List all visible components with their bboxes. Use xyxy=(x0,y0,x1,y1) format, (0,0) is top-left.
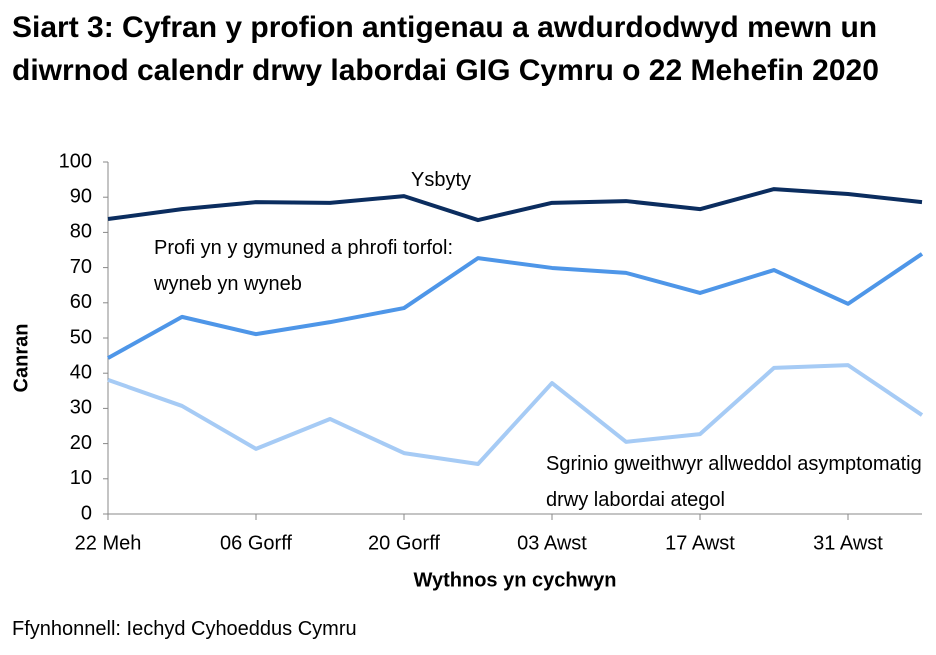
x-tick-label: 17 Awst xyxy=(665,532,735,554)
x-tick-label: 31 Awst xyxy=(813,532,883,554)
y-tick-label: 40 xyxy=(70,361,92,383)
series-line xyxy=(107,363,924,467)
source: Ffynhonnell: Iechyd Cyhoeddus Cymru xyxy=(12,618,357,640)
series-label: Sgrinio gweithwyr allweddol asymptomatig… xyxy=(546,453,922,511)
series-label: Ysbyty xyxy=(411,169,472,191)
y-tick-label: 80 xyxy=(70,221,92,243)
x-tick-label: 03 Awst xyxy=(517,532,587,554)
chart-title: Siart 3: Cyfran y profion antigenau a aw… xyxy=(12,11,879,87)
y-tick-label: 10 xyxy=(70,467,92,489)
series-label: Profi yn y gymuned a phrofi torfol: wyne… xyxy=(154,237,454,295)
series-line xyxy=(107,187,923,223)
y-tick-label: 30 xyxy=(70,397,92,419)
y-axis-label: Canran xyxy=(10,324,32,393)
y-tick-label: 90 xyxy=(70,185,92,207)
y-tick-label: 70 xyxy=(70,256,92,278)
y-tick-label: 0 xyxy=(81,502,92,524)
x-tick-label: 06 Gorff xyxy=(220,532,292,554)
x-tick-label: 20 Gorff xyxy=(368,532,440,554)
y-tick-label: 20 xyxy=(70,432,92,454)
x-axis-label: Wythnos yn cychwyn xyxy=(413,569,616,591)
x-tick-label: 22 Meh xyxy=(75,532,142,554)
y-tick-label: 60 xyxy=(70,291,92,313)
series-line xyxy=(107,252,924,360)
y-tick-label: 100 xyxy=(59,150,92,172)
y-tick-label: 50 xyxy=(70,326,92,348)
